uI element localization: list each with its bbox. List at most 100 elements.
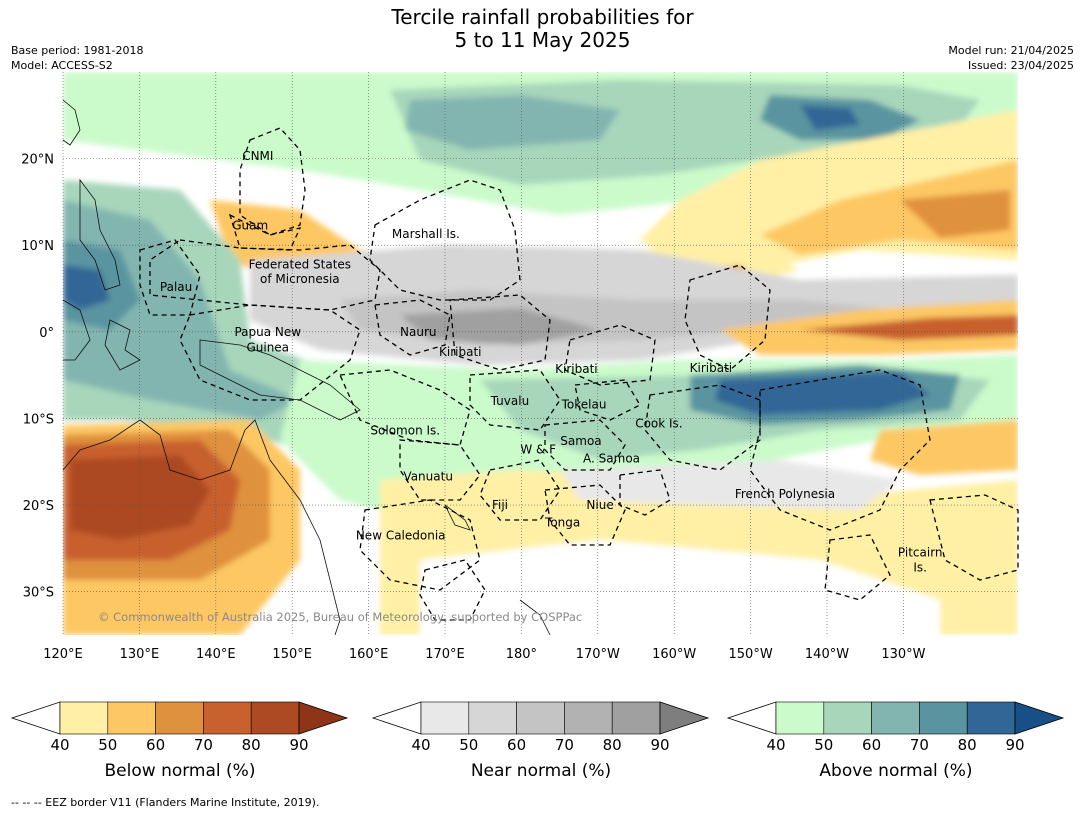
colorbar-segment: [203, 701, 252, 735]
colorbar-max-arrow: [1014, 701, 1065, 735]
region-label: Federated States: [249, 257, 351, 271]
region-label: W & F: [520, 443, 556, 457]
below-equator-east-core: [800, 315, 1018, 340]
eez-fsm: [149, 239, 381, 311]
eez-nauru: [374, 299, 451, 356]
region-label: Nauru: [400, 325, 436, 339]
lon-tick-label: 180°: [506, 647, 537, 662]
colorbar-min-arrow: [10, 701, 61, 735]
latitude-labels: 20°N 10°N 0° 10°S 20°S 30°S: [21, 153, 54, 601]
white-south: [420, 540, 940, 635]
colorbar-segment: [823, 701, 872, 735]
philippines-coast: [79, 178, 121, 291]
region-label: Samoa: [560, 434, 601, 448]
colorbar-segment: [468, 701, 517, 735]
colorbar-segment: [107, 701, 156, 735]
meta-left: Base period: 1981-2018 Model: ACCESS-S2: [11, 43, 143, 73]
lon-tick-label: 160°E: [349, 647, 389, 662]
borneo-coast: [62, 299, 91, 361]
eez-marshall: [369, 179, 521, 301]
colorbar-tick-label: 70: [194, 736, 213, 750]
eez-new-caledonia: [359, 499, 481, 591]
lat-tick-label: 10°S: [23, 412, 54, 427]
eez-french-polynesia: [749, 369, 931, 531]
eez-samoa: [544, 419, 626, 471]
coastlines: [62, 99, 551, 636]
region-label: Guam: [232, 218, 268, 232]
map-title: Tercile rainfall probabilities for 5 to …: [0, 6, 1085, 52]
model-name: Model: ACCESS-S2: [11, 59, 113, 72]
new-caledonia-coast: [444, 504, 471, 531]
eez-cnmi: [239, 127, 306, 236]
colorbar-0: 40 50 60 70 80 90: [10, 701, 349, 750]
colorbar-segment: [516, 701, 565, 735]
colorbar-max-arrow: [298, 701, 349, 735]
region-label: New Caledonia: [356, 528, 446, 542]
meta-right: Model run: 21/04/2025 Issued: 23/04/2025: [948, 43, 1074, 73]
region-label: Pitcairn: [898, 546, 943, 560]
new-guinea-coast: [199, 339, 361, 421]
above-cook-islands-core: [715, 372, 930, 415]
above-west-deep: [63, 265, 110, 310]
eez-vanuatu: [399, 439, 481, 501]
colorbar-min-arrow: [371, 701, 422, 735]
longitude-labels: 120°E 130°E 140°E 150°E 160°E 170°E 180° 170°W 1…: [43, 647, 925, 662]
eez-footer: -- -- -- EEZ border V11 (Flanders Marine…: [11, 796, 320, 809]
colorbar-title-above: Above normal (%): [819, 761, 973, 781]
lon-tick-label: 120°E: [43, 647, 83, 662]
eez-kiribati-west: [449, 294, 551, 371]
region-label: Tonga: [544, 515, 580, 529]
copyright-text: © Commonwealth of Australia 2025, Bureau…: [98, 610, 582, 624]
colorbar-min-arrow: [726, 701, 777, 735]
lat-tick-label: 20°N: [21, 153, 54, 168]
above-band-north-core: [405, 95, 620, 150]
colorbar-title-below: Below normal (%): [104, 761, 256, 781]
title-line-1: Tercile rainfall probabilities for: [391, 5, 694, 29]
above-west-mid: [63, 200, 300, 420]
colorbar-tick-label: 40: [50, 736, 69, 750]
colorbar-segment: [155, 701, 204, 735]
region-label: Solomon Is.: [370, 424, 440, 438]
region-label: Marshall Is.: [392, 227, 460, 241]
colorbar-tick-label: 40: [411, 736, 430, 750]
colorbar-tick-label: 60: [862, 736, 881, 750]
colorbar-tick-label: 50: [814, 736, 833, 750]
lon-tick-label: 130°E: [120, 647, 160, 662]
colorbar-segment: [611, 701, 661, 735]
colorbar-tick-label: 40: [766, 736, 785, 750]
model-run: Model run: 21/04/2025: [948, 44, 1074, 57]
colorbar-segment: [775, 701, 825, 735]
colorbar-tick-label: 70: [910, 736, 929, 750]
eez-kiribati-central: [564, 324, 656, 386]
lat-tick-label: 0°: [39, 326, 54, 341]
region-label: Fiji: [492, 498, 508, 512]
colorbar-segment: [919, 701, 968, 735]
colorbar-tick-label: 90: [650, 736, 669, 750]
base-period: Base period: 1981-2018: [11, 44, 144, 57]
colorbar-tick-label: 50: [98, 736, 117, 750]
region-label: CNMI: [242, 149, 273, 163]
near-south-patch: [560, 460, 900, 510]
eez-tonga: [544, 484, 626, 546]
colorbar-tick-label: 90: [1005, 736, 1024, 750]
region-label: Is.: [913, 560, 927, 574]
colorbar-segment: [871, 701, 920, 735]
eez-borders: [139, 127, 1019, 621]
australia-coast: [62, 419, 341, 636]
region-label: of Micronesia: [260, 272, 340, 286]
lon-tick-label: 160°W: [652, 647, 696, 662]
above-band-north-east-core: [800, 105, 860, 130]
region-label: Guinea: [246, 340, 289, 354]
colorbar-tick-label: 90: [289, 736, 308, 750]
eez-kiribati-east: [684, 264, 771, 371]
region-label: Kiribati: [439, 345, 481, 359]
lat-tick-label: 20°S: [23, 499, 54, 514]
colorbar-tick-label: 50: [459, 736, 478, 750]
below-north-east-core: [900, 190, 1010, 238]
colorbars: 40 50 60 70 80 90 40 50 60 70 80 90 40 50 60 70 80 90: [10, 701, 1065, 750]
region-label: Vanuatu: [403, 469, 453, 483]
lon-tick-label: 170°W: [576, 647, 620, 662]
probability-field: [63, 72, 1018, 635]
